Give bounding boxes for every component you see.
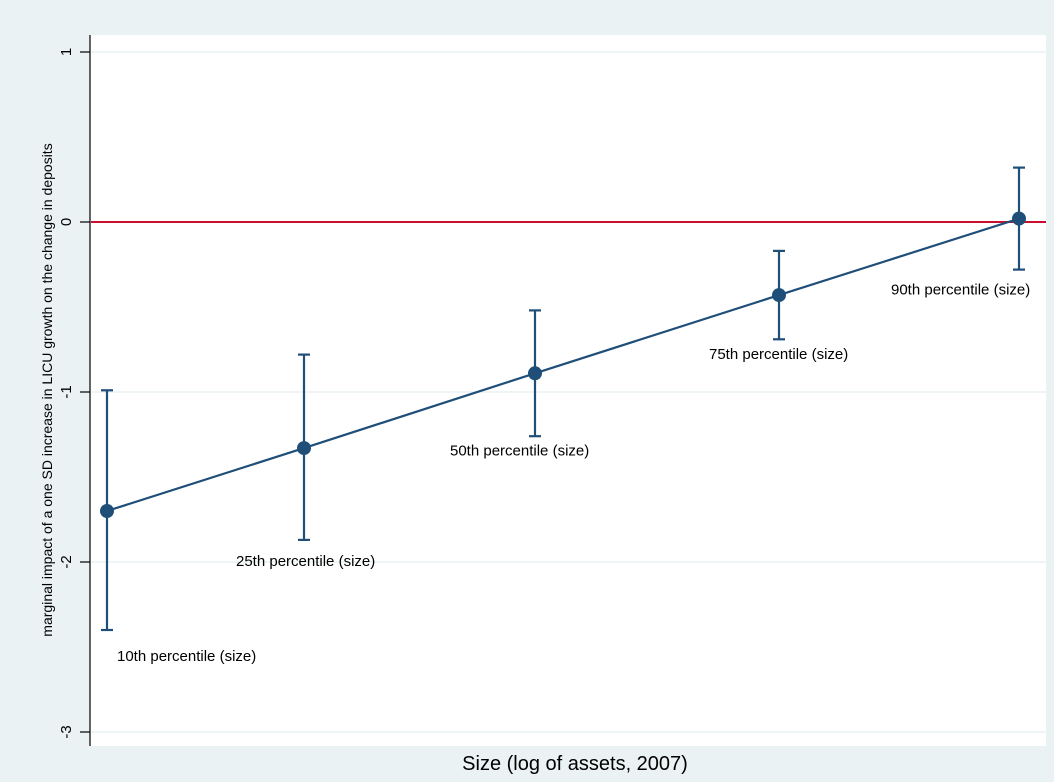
data-point-label: 50th percentile (size) <box>450 442 589 459</box>
x-axis-label: Size (log of assets, 2007) <box>462 753 688 775</box>
y-tick-label: 0 <box>58 218 75 226</box>
data-point <box>772 288 786 303</box>
data-point-label: 75th percentile (size) <box>709 346 848 363</box>
y-tick-label: -1 <box>58 385 75 398</box>
y-tick-label: 1 <box>58 48 75 56</box>
data-point-label: 90th percentile (size) <box>891 282 1030 299</box>
data-point <box>528 366 542 381</box>
data-point <box>100 504 114 518</box>
data-point <box>1012 211 1026 226</box>
y-axis-ticks: 1 0 -1 -2 -3 <box>58 48 90 739</box>
plot-area <box>90 35 1046 746</box>
series: 10th percentile (size) 25th percentile (s… <box>100 166 1030 665</box>
data-point <box>297 441 311 456</box>
y-tick-label: -3 <box>58 725 75 738</box>
data-point-label: 10th percentile (size) <box>117 648 256 665</box>
y-tick-label: -2 <box>58 555 75 568</box>
data-point-label: 25th percentile (size) <box>236 553 375 570</box>
y-axis-label: marginal impact of a one SD increase in … <box>39 143 55 636</box>
